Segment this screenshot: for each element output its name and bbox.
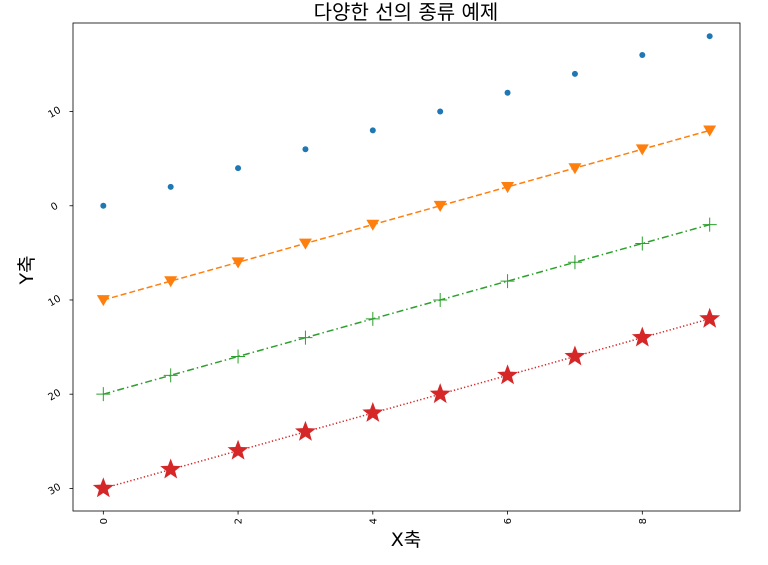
data-point (96, 387, 111, 402)
y-tick-label: 20 (46, 388, 63, 404)
x-axis-label: X축 (391, 529, 422, 551)
data-point (362, 402, 384, 422)
data-point (100, 202, 107, 209)
data-point (92, 477, 114, 498)
data-point (568, 163, 582, 175)
data-point (167, 183, 174, 190)
data-point (164, 276, 178, 288)
plot-frame (72, 22, 741, 512)
x-tick-label: 0 (99, 518, 110, 524)
data-point (231, 257, 245, 269)
series-line (103, 129, 710, 301)
data-point (231, 349, 246, 364)
series-2 (96, 217, 717, 402)
data-point (298, 330, 313, 345)
data-point (302, 146, 309, 153)
y-tick-label: 10 (46, 293, 63, 309)
x-tick-label: 8 (638, 518, 649, 524)
data-point (433, 200, 447, 212)
data-point (703, 125, 717, 137)
y-tick-label: 10 (46, 105, 63, 121)
data-point (433, 292, 448, 307)
y-axis-ticks: 30 20 10 0 10 (46, 105, 73, 498)
y-tick-label: 0 (49, 201, 60, 214)
data-point (500, 274, 515, 289)
data-point (635, 144, 649, 156)
data-point (294, 420, 316, 441)
series-1 (96, 125, 717, 307)
data-point (160, 458, 182, 479)
series-line (103, 223, 710, 395)
x-axis-ticks: 0 2 4 6 8 (99, 511, 649, 524)
data-point (429, 383, 451, 404)
data-point (298, 238, 312, 250)
data-point (631, 326, 653, 347)
data-point (567, 255, 582, 270)
y-axis-label: Y축 (16, 255, 38, 285)
data-point (504, 89, 511, 96)
data-point (365, 311, 380, 326)
data-point (699, 307, 721, 328)
data-point (501, 182, 515, 194)
x-tick-label: 6 (503, 518, 514, 524)
x-tick-label: 2 (234, 518, 245, 524)
data-point (369, 127, 376, 134)
chart-title: 다양한 선의 종류 예제 (314, 0, 499, 24)
plot-layer (92, 33, 721, 498)
data-point (227, 439, 249, 460)
data-point (702, 217, 717, 232)
data-point (96, 295, 110, 307)
data-point (639, 52, 646, 59)
data-point (163, 368, 178, 383)
y-tick-label: 30 (46, 482, 63, 498)
data-point (437, 108, 444, 115)
data-point (497, 364, 519, 385)
x-tick-label: 4 (368, 518, 379, 524)
series-line (103, 318, 710, 490)
data-point (564, 345, 586, 366)
data-point (235, 165, 242, 172)
data-point (635, 236, 650, 251)
series-3 (92, 307, 721, 498)
data-point (366, 219, 380, 231)
series-0 (100, 33, 713, 209)
data-point (706, 33, 713, 40)
data-point (571, 70, 578, 77)
